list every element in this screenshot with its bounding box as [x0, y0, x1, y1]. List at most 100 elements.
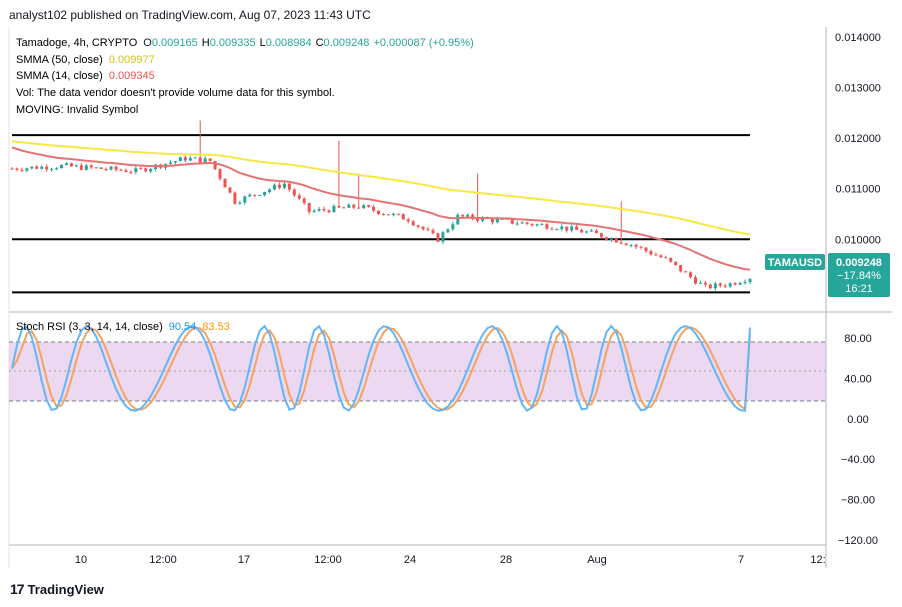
candle-body — [743, 281, 747, 284]
candle-body — [238, 202, 242, 204]
candle-body — [134, 168, 138, 173]
candle-body — [178, 157, 182, 162]
candle-body — [243, 196, 247, 203]
candle-body — [208, 158, 212, 161]
candle-body — [713, 283, 717, 289]
candle-body — [466, 214, 470, 217]
candle-body — [248, 194, 252, 197]
candle-body — [669, 257, 673, 262]
candle-body — [79, 165, 83, 170]
candle-body — [119, 169, 123, 171]
candle-body — [89, 165, 93, 168]
candle-body — [599, 233, 603, 238]
candle-body — [634, 244, 638, 247]
candle-body — [570, 226, 574, 231]
candle-body — [347, 204, 351, 208]
candle-body — [149, 168, 153, 172]
candle-body — [193, 157, 197, 159]
candle-body — [530, 223, 534, 226]
candle-body — [124, 170, 128, 172]
candle-body — [233, 192, 237, 204]
candle-body — [664, 257, 668, 259]
price-tick-label: 0.010000 — [835, 234, 881, 246]
legend-sma14: SMMA (14, close) 0.009345 — [16, 70, 155, 82]
price-pane — [10, 120, 752, 294]
candle-body — [614, 238, 618, 243]
stoch-k-line — [11, 324, 751, 413]
candle-body — [481, 217, 485, 221]
footer-brand[interactable]: 17 TradingView — [10, 581, 104, 597]
price-tick-label: 0.011000 — [835, 184, 880, 196]
axes: 0.014000 0.013000 0.012000 0.011000 0.010000… — [75, 32, 881, 566]
candle-body — [109, 166, 113, 170]
candle-body — [560, 226, 564, 230]
candle-body — [327, 210, 331, 213]
rsi-tick-label: −40.00 — [841, 454, 875, 466]
candle-body — [476, 219, 480, 221]
candle-body — [99, 167, 103, 169]
candle-body — [525, 222, 529, 224]
candle-body — [292, 189, 296, 196]
time-tick-label: Aug — [587, 554, 607, 566]
legend-volume-note: Vol: The data vendor doesn't provide vol… — [16, 87, 335, 99]
rsi-tick-label: 40.00 — [844, 374, 872, 386]
candle-body — [377, 210, 381, 215]
time-tick-label: 24 — [404, 554, 416, 566]
time-tick-label: 7 — [738, 554, 744, 566]
candle-body — [565, 226, 569, 231]
legend-stoch-rsi: Stoch RSI (3, 3, 14, 14, close) 90.54 83.5… — [16, 321, 230, 333]
candle-body — [490, 218, 494, 223]
candle-body — [69, 163, 73, 167]
candle-body — [659, 255, 663, 258]
candle-body — [644, 247, 648, 252]
candle-body — [456, 214, 460, 225]
candle-body — [337, 205, 341, 208]
candle-body — [674, 261, 678, 266]
candle-body — [585, 231, 589, 233]
candle-body — [723, 285, 727, 287]
candle-body — [30, 166, 34, 169]
candle-body — [718, 283, 722, 286]
candle-body — [35, 166, 39, 169]
candle-body — [258, 195, 262, 197]
candle-body — [312, 210, 316, 212]
candle-body — [139, 168, 143, 170]
candle-body — [173, 161, 177, 163]
candle-body — [20, 169, 24, 171]
candle-body — [302, 198, 306, 203]
candle-body — [748, 278, 752, 282]
candle-body — [520, 222, 524, 224]
candle-body — [594, 230, 598, 234]
candle-body — [188, 157, 192, 161]
candle-body — [629, 244, 633, 246]
legend-sma50: SMMA (50, close) 0.009977 — [16, 54, 155, 66]
candle-body — [342, 207, 346, 209]
candle-body — [421, 226, 425, 230]
candle-body — [689, 272, 693, 278]
candle-body — [624, 243, 628, 246]
candle-body — [515, 223, 519, 225]
candle-body — [426, 229, 430, 231]
candle-body — [694, 277, 698, 284]
legend-symbol: Tamadoge, 4h, CRYPTO O0.009165 H0.009335 L0… — [16, 37, 474, 49]
candle-body — [684, 271, 688, 273]
time-tick-label: 10 — [75, 554, 87, 566]
candle-body — [297, 195, 301, 199]
stoch-rsi-band — [9, 342, 826, 401]
candle-body — [372, 206, 376, 211]
candle-body — [273, 184, 277, 190]
candle-body — [619, 242, 623, 244]
candle-body — [391, 213, 395, 216]
candle-body — [575, 226, 579, 231]
candle-body — [401, 214, 405, 220]
time-tick-label: 12: — [810, 554, 825, 566]
candle-body — [609, 238, 613, 240]
tradingview-logo-icon: 17 — [10, 581, 25, 597]
candle-body — [416, 225, 420, 227]
candle-body — [357, 207, 361, 209]
candle-body — [287, 183, 291, 190]
candle-body — [703, 282, 707, 285]
candle-body — [129, 171, 133, 173]
candle-body — [203, 158, 207, 163]
